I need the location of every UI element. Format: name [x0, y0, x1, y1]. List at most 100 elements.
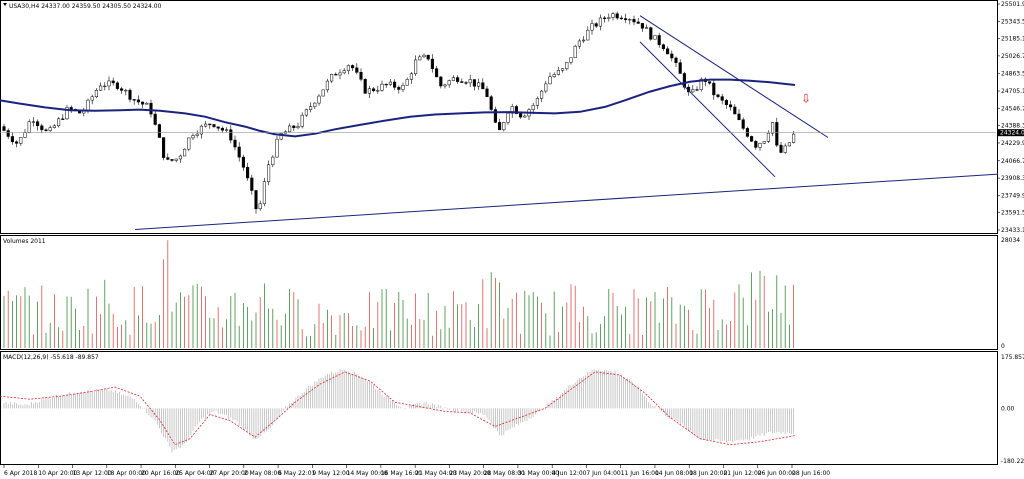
- current-price-label: 24324.00: [1000, 130, 1024, 137]
- trendline-support[interactable]: [134, 173, 999, 230]
- candle-body: [443, 84, 447, 87]
- candle-body: [783, 145, 787, 153]
- candle-body: [615, 13, 619, 19]
- x-tick-label: 21 Jun 12:00: [723, 470, 761, 477]
- candle-body: [94, 89, 98, 98]
- candle-body: [565, 62, 569, 69]
- candle-body: [464, 82, 468, 84]
- x-tick-label: 4 Jun 12:00: [552, 470, 586, 477]
- candle-body: [523, 115, 527, 118]
- candle-body: [426, 54, 430, 60]
- candle-body: [569, 57, 573, 63]
- candle-body: [607, 17, 611, 19]
- candle-body: [178, 155, 182, 160]
- candle-body: [309, 106, 313, 110]
- candle-body: [397, 87, 401, 90]
- candle-body: [86, 99, 90, 112]
- x-tick-label: 6 May 22:01: [278, 470, 316, 477]
- candle-body: [573, 45, 577, 59]
- x-tick-label: 26 Jun 00:00: [758, 470, 796, 477]
- price-y-tick-label: 23433.10: [1001, 227, 1024, 234]
- candle-body: [61, 118, 65, 120]
- candle-body: [351, 65, 355, 69]
- candle-body: [414, 59, 418, 75]
- price-pane-title: USA30,H4 24337.00 24359.50 24305.50 2432…: [3, 3, 162, 10]
- x-tick-label: 2 May 08:00: [244, 470, 282, 477]
- candle-body: [640, 23, 644, 29]
- candle-body: [157, 124, 161, 138]
- volume-bars: [3, 240, 794, 348]
- candle-body: [737, 113, 741, 120]
- dropdown-triangle-icon[interactable]: [3, 3, 7, 6]
- candle-body: [699, 78, 703, 90]
- candle-body: [502, 122, 506, 131]
- candle-body: [57, 118, 61, 127]
- x-tick-label: 7 Jun 04:00: [586, 470, 620, 477]
- candle-body: [657, 35, 661, 45]
- x-tick-label: 10 Apr 20:00: [38, 470, 77, 477]
- candle-body: [170, 159, 174, 161]
- candle-body: [628, 19, 632, 21]
- candle-body: [645, 27, 649, 29]
- candle-body: [766, 132, 770, 142]
- price-y-tick-label: 24546.70: [1001, 105, 1024, 112]
- candle-body: [246, 167, 250, 179]
- candle-body: [330, 74, 334, 82]
- price-y-tick-label: 24066.70: [1001, 158, 1024, 165]
- candle-body: [359, 72, 363, 80]
- candle-body: [741, 119, 745, 129]
- candle-body: [481, 82, 485, 90]
- candle-body: [519, 113, 523, 118]
- candle-body: [720, 96, 724, 101]
- candle-body: [288, 125, 292, 133]
- candle-body: [787, 142, 791, 147]
- candle-body: [363, 79, 367, 94]
- candle-body: [166, 157, 170, 160]
- candle-body: [183, 148, 187, 157]
- candle-body: [472, 79, 476, 87]
- candle-body: [678, 62, 682, 74]
- candle-body: [531, 105, 535, 110]
- candle-body: [271, 156, 275, 166]
- pane-frames: [0, 0, 998, 465]
- candle-body: [493, 109, 497, 123]
- candle-body: [65, 107, 69, 120]
- volume-y-axis: 28034 0: [1001, 237, 1020, 350]
- candle-body: [317, 95, 321, 104]
- candle-body: [296, 126, 300, 129]
- candle-body: [561, 68, 565, 71]
- price-y-tick-label: 25343.50: [1001, 18, 1024, 25]
- price-y-tick-label: 25185.10: [1001, 36, 1024, 43]
- candle-body: [23, 132, 27, 138]
- candle-body: [401, 85, 405, 90]
- candle-body: [451, 77, 455, 81]
- candle-body: [418, 56, 422, 61]
- candle-body: [132, 99, 136, 101]
- candle-body: [195, 133, 199, 136]
- candle-body: [304, 109, 308, 116]
- candle-body: [19, 137, 23, 144]
- candle-body: [141, 101, 145, 105]
- candle-body: [670, 53, 674, 59]
- candle-body: [367, 88, 371, 94]
- candle-body: [393, 81, 397, 88]
- x-tick-label: 25 Apr 04:00: [175, 470, 214, 477]
- candle-body: [334, 74, 338, 76]
- candle-body: [733, 106, 737, 115]
- candle-body: [535, 98, 539, 106]
- candle-body: [233, 139, 237, 148]
- price-y-axis: 25501.90 25343.50 25185.10 25026.70 24863.50…: [997, 1, 1024, 234]
- x-tick-label: 14 Jun 08:00: [655, 470, 693, 477]
- volume-y-tick-label: 28034: [1001, 237, 1020, 244]
- volume-title-text: Volumes 2011: [3, 238, 46, 245]
- trendline-channel-lower[interactable]: [639, 41, 776, 178]
- current-price-line: 24324.00: [0, 129, 1024, 137]
- macd-y-tick-label: 0.00: [1001, 405, 1015, 412]
- candle-body: [598, 17, 602, 27]
- candle-body: [792, 133, 796, 143]
- candle-body: [199, 125, 203, 135]
- candle-body: [292, 125, 296, 129]
- candle-body: [682, 73, 686, 88]
- trendline-channel-upper[interactable]: [639, 15, 829, 138]
